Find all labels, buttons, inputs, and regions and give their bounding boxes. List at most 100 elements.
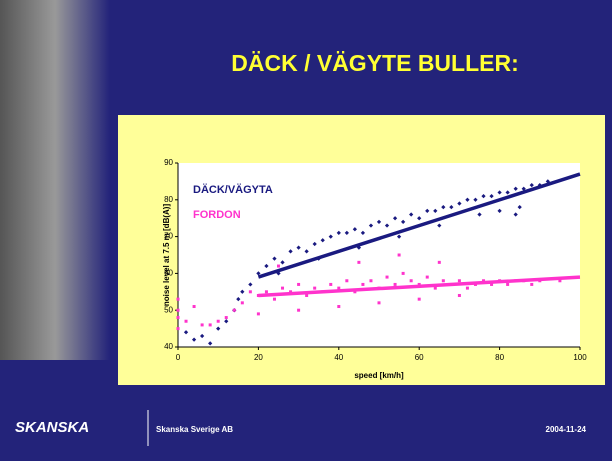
point [433,208,438,213]
point [490,282,494,286]
point [176,308,180,312]
trend-line [258,275,581,298]
point [277,264,280,268]
point [216,326,221,331]
point [256,271,261,276]
point [465,197,470,202]
point [385,275,389,279]
point [345,279,349,283]
point [400,219,406,225]
date: 2004-11-24 [546,425,587,434]
point [320,238,325,243]
x-axis-label: speed [km/h] [354,371,404,380]
point [457,293,461,297]
point [449,205,454,210]
point [517,205,522,210]
point [256,312,260,316]
point [337,305,341,309]
point [264,263,269,269]
point [497,208,502,213]
point [191,337,197,342]
point [329,282,333,286]
point [558,279,562,283]
point [409,212,414,217]
point [477,212,482,217]
point [216,319,220,323]
point [368,223,374,228]
point [353,290,357,294]
point [441,205,446,210]
point [296,245,301,250]
point [433,286,437,290]
point [176,297,180,301]
point [473,197,478,202]
point [224,316,228,320]
point [336,230,341,236]
point [352,227,358,232]
point [184,319,188,323]
plot-area [178,163,580,347]
point [369,279,373,283]
legend-entry: DÄCK/VÄGYTA [193,183,273,196]
point [506,282,510,286]
point [425,275,429,279]
point [392,216,398,221]
point [208,323,212,327]
point [240,301,244,305]
point [297,308,301,312]
point [208,341,213,346]
legend-entry: FORDON [193,209,241,221]
point [417,282,421,286]
point [192,305,196,309]
point [482,279,486,283]
point [397,253,401,257]
point [183,330,189,335]
point [521,186,526,191]
point [337,286,341,290]
point [357,260,361,264]
x-tick-label: 60 [415,353,424,362]
x-tick-label: 40 [334,353,343,362]
point [224,319,229,324]
x-tick-label: 80 [495,353,504,362]
point [401,271,405,275]
point [497,190,502,195]
point [457,201,462,206]
point [176,327,180,331]
point [248,282,253,287]
point [437,260,441,264]
point [409,279,413,283]
point [344,230,349,236]
point [505,190,510,195]
point [441,279,445,283]
point [313,286,317,290]
y-tick-label: 40 [164,342,173,351]
point [457,279,461,283]
point [328,234,333,239]
point [417,297,421,301]
point [481,193,486,199]
company: Skanska Sverige AB [156,425,233,434]
y-tick-label: 80 [164,195,173,204]
point [377,301,381,305]
point [289,290,293,294]
point [272,297,276,301]
point [264,290,268,294]
y-axis-label: noise level at 7.5 m [dB(A)] [162,204,171,307]
point [236,297,241,302]
point [437,223,442,228]
point [248,290,252,294]
point [297,282,301,286]
trend-line [257,172,581,279]
point [272,256,277,261]
point [529,182,534,188]
point [489,193,494,199]
y-tick-label: 90 [164,158,173,167]
x-tick-label: 100 [573,353,587,362]
point [513,186,518,191]
point [304,249,309,254]
point [200,323,204,327]
x-tick-label: 20 [254,353,263,362]
logo: SKANSKA [15,419,89,436]
